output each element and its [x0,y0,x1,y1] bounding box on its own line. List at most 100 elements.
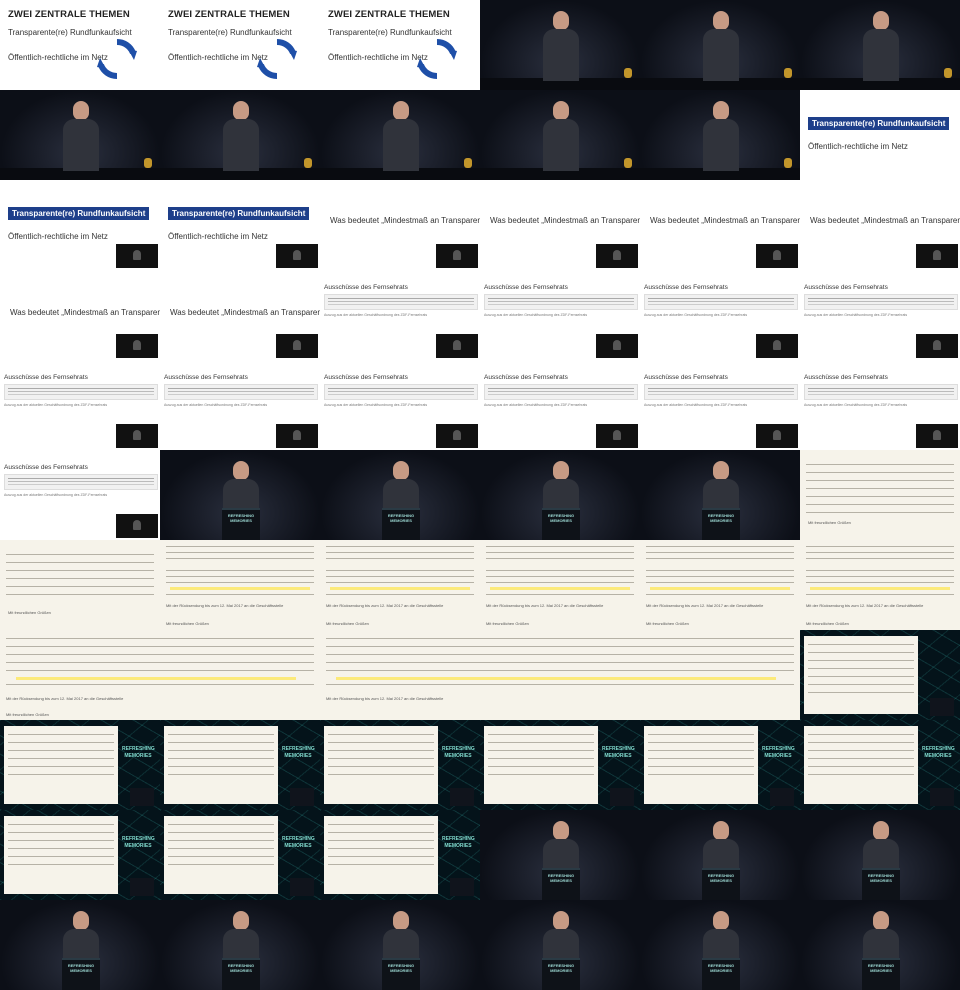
conference-logo: REFRESHING MEMORIES [122,836,155,849]
letter-document: Mit der Rücksendung bis zum 12. Mai 2017… [0,630,320,720]
slide-tile: Ausschüsse des Fernsehrats Auszug aus de… [480,360,640,450]
slide-heading: Ausschüsse des Fernsehrats [4,374,88,381]
slide-tile: Ausschüsse des Fernsehrats Auszug aus de… [0,450,160,540]
slide-heading: Ausschüsse des Fernsehrats [484,284,568,291]
speaker-pip [450,788,474,806]
source-note: Auszug aus der aktuellen Geschäftsordnun… [4,403,108,407]
date-phrase: Mit der Rücksendung bis zum 12. Mai 2017… [6,696,124,701]
speaker-pip [916,334,958,358]
signature-line: Mit freundlichen Grüßen [646,621,689,626]
speaker-frame [160,90,320,180]
slide-line: Transparente(re) Rundfunkaufsicht [168,28,292,37]
slide-tile: ZWEI ZENTRALE THEMEN Transparente(re) Ru… [320,0,480,90]
speaker-frame: REFRESHING MEMORIES [800,900,960,990]
source-note: Auszug aus der aktuellen Geschäftsordnun… [484,403,588,407]
date-phrase: Mit der Rücksendung bis zum 12. Mai 2017… [166,603,284,608]
podium-logo: REFRESHING MEMORIES [542,958,580,990]
podium-logo: REFRESHING MEMORIES [702,508,740,540]
speaker-pip [596,334,638,358]
podium-logo: REFRESHING MEMORIES [542,508,580,540]
speaker-pip [276,334,318,358]
rules-excerpt [804,294,958,310]
slide-title: ZWEI ZENTRALE THEMEN [8,9,130,20]
slide-heading: Ausschüsse des Fernsehrats [484,374,568,381]
source-note: Auszug aus der aktuellen Geschäftsordnun… [164,403,268,407]
slide-tile: Ausschüsse des Fernsehrats Auszug aus de… [800,270,960,360]
document-card [484,726,598,804]
letter-document: Mit der Rücksendung bis zum 12. Mai 2017… [320,540,480,630]
speaker-pip [930,788,954,806]
speaker-pip [916,424,958,448]
slide-tile: ZWEI ZENTRALE THEMEN Transparente(re) Ru… [160,0,320,90]
source-note: Auszug aus der aktuellen Geschäftsordnun… [4,493,108,497]
slide-tile: Ausschüsse des Fernsehrats Auszug aus de… [800,360,960,450]
signature-line: Mit freundlichen Grüßen [6,712,49,717]
speaker-pip [610,788,634,806]
slide-heading: Ausschüsse des Fernsehrats [644,374,728,381]
letter-document: Mit freundlichen Grüßen [0,540,160,630]
speaker-pip [756,424,798,448]
slide-heading: Ausschüsse des Fernsehrats [804,284,888,291]
podium-logo: REFRESHING MEMORIES [222,508,260,540]
conference-logo: REFRESHING MEMORIES [442,746,475,759]
speaker-frame [480,0,640,90]
source-note: Auszug aus der aktuellen Geschäftsordnun… [804,313,908,317]
speaker-frame [800,0,960,90]
signature-line: Mit freundlichen Grüßen [166,621,209,626]
conference-logo: REFRESHING MEMORIES [602,746,635,759]
speaker-frame: REFRESHING MEMORIES [320,450,480,540]
podium-logo: REFRESHING MEMORIES [702,868,740,900]
letter-document: Mit der Rücksendung bis zum 12. Mai 2017… [480,540,640,630]
letter-document: Mit freundlichen Grüßen [800,450,960,540]
slide-tile: Was bedeutet „Mindestmaß an Transparenz“… [160,270,320,360]
speaker-frame: REFRESHING MEMORIES [800,810,960,900]
slide-network-frame: REFRESHING MEMORIES [320,810,480,900]
letter-document: Mit der Rücksendung bis zum 12. Mai 2017… [800,540,960,630]
slide-tile: ZWEI ZENTRALE THEMEN Transparente(re) Ru… [0,0,160,90]
date-phrase: Mit der Rücksendung bis zum 12. Mai 2017… [646,603,764,608]
rules-excerpt [484,384,638,400]
speaker-pip [276,244,318,268]
slide-network-frame: REFRESHING MEMORIES [160,720,320,810]
speaker-frame [640,90,800,180]
source-note: Auszug aus der aktuellen Geschäftsordnun… [324,313,428,317]
speaker-pip [290,788,314,806]
conference-logo: REFRESHING MEMORIES [282,746,315,759]
rules-excerpt [164,384,318,400]
rules-excerpt [804,384,958,400]
signature-line: Mit freundlichen Grüßen [806,621,849,626]
document-card [644,726,758,804]
slide-line: Öffentlich-rechtliche im Netz [168,232,268,241]
podium-logo: REFRESHING MEMORIES [62,958,100,990]
speaker-pip [916,244,958,268]
speaker-pip [436,244,478,268]
slide-line: Öffentlich-rechtliche im Netz [168,53,268,62]
source-note: Auszug aus der aktuellen Geschäftsordnun… [484,313,588,317]
slide-title: ZWEI ZENTRALE THEMEN [328,9,450,20]
speaker-pip [276,424,318,448]
date-phrase: Mit der Rücksendung bis zum 12. Mai 2017… [326,696,444,701]
slide-question: Was bedeutet „Mindestmaß an Transparenz“… [10,308,160,317]
speaker-frame: REFRESHING MEMORIES [0,900,160,990]
rules-excerpt [324,294,478,310]
slide-tile: Ausschüsse des Fernsehrats Auszug aus de… [640,360,800,450]
speaker-pip [756,334,798,358]
conference-logo: REFRESHING MEMORIES [442,836,475,849]
speaker-pip [596,424,638,448]
slide-question: Was bedeutet „Mindestmaß an Transparenz“… [490,216,640,225]
rules-excerpt [4,474,158,490]
slide-network-frame: REFRESHING MEMORIES [160,810,320,900]
speaker-frame [640,0,800,90]
slide-heading: Ausschüsse des Fernsehrats [804,374,888,381]
speaker-frame: REFRESHING MEMORIES [640,450,800,540]
speaker-pip [436,424,478,448]
document-card [4,726,118,804]
speaker-pip [770,788,794,806]
speaker-frame: REFRESHING MEMORIES [160,450,320,540]
document-card [164,726,278,804]
speaker-figure [863,11,899,81]
conference-logo: REFRESHING MEMORIES [122,746,155,759]
slide-question: Was bedeutet „Mindestmaß an Transparenz“… [650,216,800,225]
speaker-frame: REFRESHING MEMORIES [480,810,640,900]
